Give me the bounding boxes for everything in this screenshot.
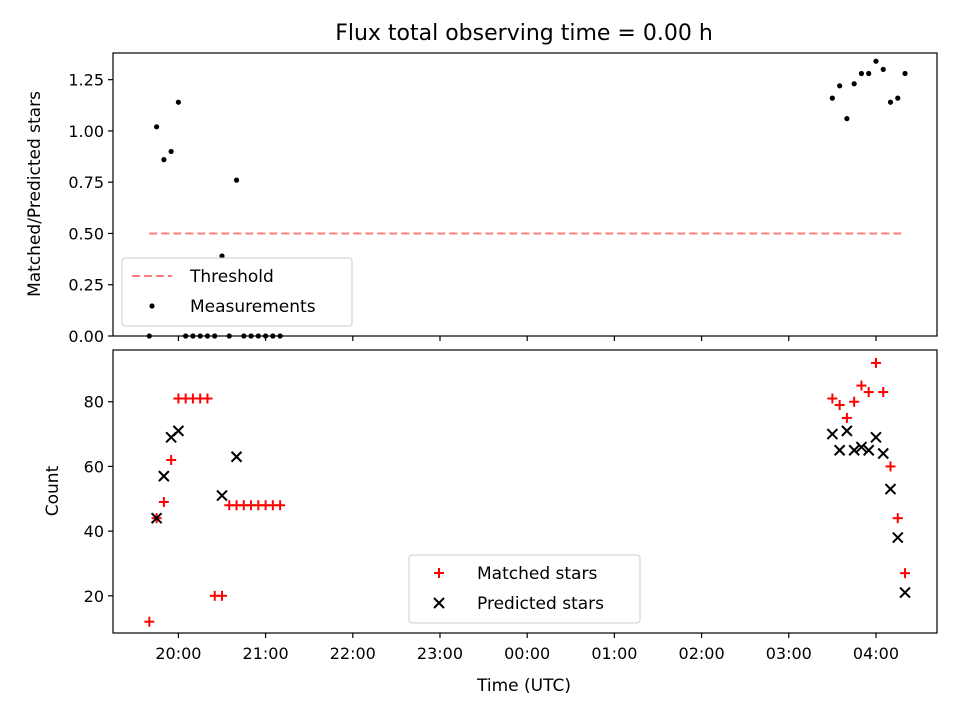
matched-star-point	[892, 513, 903, 524]
top-ytick-label: 0.50	[68, 224, 104, 243]
predicted-star-point	[892, 531, 904, 544]
xtick-label: 01:00	[591, 644, 637, 663]
legend-predicted-label: Predicted stars	[477, 594, 604, 614]
xtick-label: 22:00	[330, 644, 376, 663]
measurement-point	[175, 99, 181, 105]
bottom-legend: Matched stars Predicted stars	[408, 554, 641, 624]
matched-star-point	[841, 412, 852, 423]
bottom-plot-marks	[144, 357, 911, 627]
predicted-star-point	[862, 444, 875, 456]
top-ytick-label: 0.25	[68, 276, 104, 295]
legend-threshold-label: Threshold	[189, 267, 274, 287]
bottom-legend-box	[408, 554, 641, 624]
measurement-point	[161, 157, 167, 163]
predicted-star-point	[172, 425, 185, 437]
flux-ratio-panel: Flux total observing time = 0.00 h Match…	[25, 21, 938, 346]
top-plot-frame	[112, 52, 938, 337]
measurement-point	[844, 116, 850, 122]
legend-predicted-swatch	[433, 597, 445, 609]
measurement-point	[851, 81, 857, 87]
top-legend-box	[121, 257, 353, 327]
measurement-point	[829, 95, 835, 101]
legend-measurements-label: Measurements	[190, 297, 316, 317]
bottom-ytick-label: 40	[84, 522, 104, 541]
matched-star-point	[202, 393, 213, 404]
predicted-star-point	[877, 447, 889, 460]
bottom-y-axis-ticks: 20 40 60 80	[84, 393, 113, 606]
measurement-point	[873, 58, 879, 64]
measurement-point	[902, 70, 908, 77]
top-legend: Threshold Measurements	[121, 257, 353, 327]
top-y-axis-ticks: 0.00 0.25 0.50 0.75 1.00 1.25	[68, 71, 113, 346]
predicted-star-point	[216, 489, 228, 502]
measurement-point	[233, 177, 240, 183]
star-count-panel: Count Time (UTC) 20 40 60 80 20:00 21:00 22:0…	[43, 349, 938, 696]
matched-star-point	[856, 380, 867, 391]
xtick-label: 04:00	[853, 644, 899, 663]
measurement-point	[153, 124, 160, 130]
matched-star-point	[900, 568, 911, 579]
xtick-label: 03:00	[766, 644, 812, 663]
bottom-ytick-label: 60	[84, 457, 104, 476]
bottom-ytick-label: 20	[84, 587, 104, 606]
matched-star-point	[166, 454, 177, 465]
top-ytick-label: 0.00	[68, 327, 104, 346]
predicted-star-point	[150, 512, 163, 524]
top-ytick-label: 0.75	[68, 173, 104, 192]
predicted-star-point	[841, 425, 853, 437]
predicted-star-point	[833, 444, 846, 456]
predicted-star-point	[230, 451, 243, 463]
matched-star-point	[834, 399, 845, 410]
bottom-y-axis-label: Count	[43, 465, 63, 516]
predicted-star-point	[158, 470, 170, 482]
matched-star-point	[144, 616, 155, 627]
bottom-x-axis-ticks: 20:00 21:00 22:00 23:00 00:00 01:00 02:00 03:00…	[155, 633, 899, 663]
measurement-point	[880, 66, 886, 73]
top-y-axis-label: Matched/Predicted stars	[25, 91, 45, 297]
legend-matched-swatch	[434, 568, 444, 578]
measurement-point	[887, 99, 894, 105]
predicted-star-point	[855, 441, 868, 453]
top-x-axis-ticks	[177, 336, 877, 341]
matched-star-point	[275, 500, 286, 511]
matched-star-point	[878, 387, 889, 398]
matched-star-point	[216, 590, 227, 601]
bottom-plot-frame	[112, 349, 938, 634]
measurement-point	[895, 95, 901, 101]
xtick-label: 20:00	[155, 644, 201, 663]
x-axis-label: Time (UTC)	[476, 676, 571, 696]
xtick-label: 00:00	[504, 644, 550, 663]
xtick-label: 02:00	[679, 644, 725, 663]
legend-matched-label: Matched stars	[477, 564, 597, 584]
measurement-point	[866, 70, 872, 77]
matched-star-point	[885, 461, 896, 472]
xtick-label: 21:00	[243, 644, 289, 663]
predicted-star-point	[870, 431, 882, 444]
measurement-point	[168, 148, 174, 155]
predicted-star-point	[884, 483, 897, 495]
predicted-star-point	[826, 428, 839, 440]
matched-star-point	[870, 357, 881, 368]
xtick-label: 23:00	[417, 644, 463, 663]
matched-star-point	[827, 393, 838, 404]
chart-title: Flux total observing time = 0.00 h	[335, 21, 713, 46]
measurement-point	[858, 70, 865, 77]
top-ytick-label: 1.00	[68, 122, 104, 141]
bottom-ytick-label: 80	[84, 393, 104, 412]
matched-star-point	[849, 396, 860, 407]
top-ytick-label: 1.25	[68, 71, 104, 90]
legend-measurements-swatch	[149, 303, 155, 309]
measurement-point	[837, 83, 843, 89]
matched-star-point	[158, 497, 169, 508]
measurement-point	[219, 253, 225, 259]
matched-star-point	[863, 387, 874, 398]
predicted-star-point	[848, 444, 860, 456]
predicted-star-point	[899, 586, 911, 599]
